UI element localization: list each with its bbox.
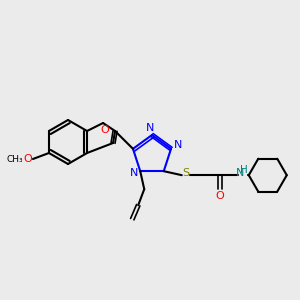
Text: CH₃: CH₃ <box>7 154 23 164</box>
Text: N: N <box>236 168 244 178</box>
Text: N: N <box>146 123 154 133</box>
Text: O: O <box>215 191 224 201</box>
Text: N: N <box>130 168 138 178</box>
Text: H: H <box>240 165 247 175</box>
Text: N: N <box>174 140 182 150</box>
Text: O: O <box>24 154 32 164</box>
Text: S: S <box>182 168 189 178</box>
Text: O: O <box>101 125 110 135</box>
